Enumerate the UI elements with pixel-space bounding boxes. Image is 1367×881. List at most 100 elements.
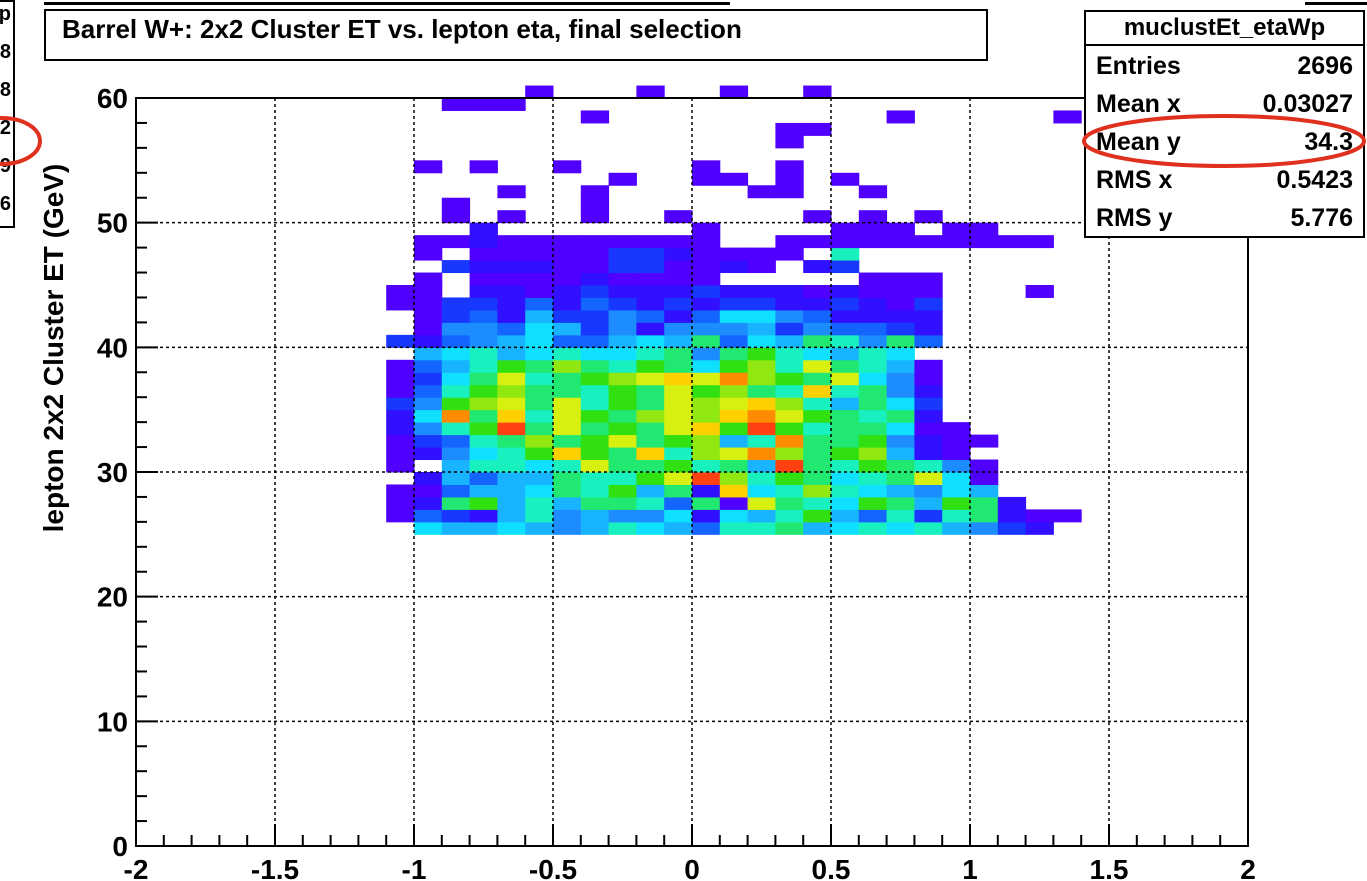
heatmap-cell [608,372,637,386]
heatmap-cell [914,285,943,298]
heatmap-cell [553,347,582,361]
heatmap-cell [803,235,832,249]
heatmap-cell [497,472,526,485]
heatmap-cell [414,384,443,398]
heatmap-cell [942,521,971,535]
heatmap-cell [858,496,888,510]
heatmap-cell [441,521,471,535]
heatmap-cell [692,447,721,461]
title-box [44,9,988,61]
heatmap-cell [803,85,832,99]
heatmap-cell [747,509,776,523]
heatmap-cell [831,521,860,535]
heatmap-cell [469,496,498,510]
heatmap-cell [636,285,665,298]
heatmap-cell [692,347,721,361]
heatmap-cell [580,422,610,436]
heatmap-cell [414,247,443,261]
heatmap-cell [525,484,554,498]
heatmap-cell [608,285,637,298]
heatmap-cell [386,372,415,386]
heatmap-cell [831,384,860,398]
heatmap-cell [553,372,582,386]
heatmap-cell [997,521,1027,535]
heatmap-cell [441,422,471,436]
heatmap-cell [803,409,832,423]
heatmap-cell [886,372,915,386]
heatmap-cell [525,397,554,411]
heatmap-cell [441,297,471,311]
heatmap-cell [497,484,526,498]
heatmap-cell [664,459,693,473]
heatmap-cell [553,322,582,336]
heatmap-cell [692,484,721,498]
heatmap-cell [914,459,943,473]
y-tick-label: 20 [97,582,128,613]
heatmap-cell [580,397,610,411]
heatmap-cell [608,297,637,311]
heatmap-cell [608,235,637,249]
heatmap-cell [525,235,554,249]
heatmap-cell [664,334,693,348]
heatmap-cell [1025,509,1054,523]
heatmap-cell [441,409,471,423]
heatmap-cell [803,509,832,523]
heatmap-cell [525,447,554,461]
heatmap-cell [719,459,749,473]
heatmap-cell [636,247,665,261]
heatmap-cell [580,235,610,249]
heatmap-cell [692,285,721,298]
heatmap-cell [803,496,832,510]
heatmap-cell [525,309,554,323]
heatmap-cell [441,372,471,386]
heatmap-cell [608,384,637,398]
heatmap-cell [803,422,832,436]
heatmap-cell [497,272,526,286]
heatmap-cell [719,372,749,386]
heatmap-cell [747,334,776,348]
heatmap-cell [719,422,749,436]
heatmap-cell [747,422,776,436]
heatmap-cell [886,459,915,473]
heatmap-cell [775,122,804,136]
heatmap-cell [386,459,415,473]
heatmap-cell [636,484,665,498]
heatmap-cell [497,447,526,461]
heatmap-cell [608,472,637,485]
heatmap-cell [803,285,832,298]
heatmap-cell [775,434,804,448]
title-top-line [44,2,730,5]
heatmap-cell [886,496,915,510]
heatmap-cell [553,272,582,286]
heatmap-cell [747,247,776,261]
heatmap-cell [1053,110,1082,124]
heatmap-cell [525,85,554,99]
heatmap-cell [580,347,610,361]
stat-row-rms-y: RMS y 5.776 [1096,200,1353,236]
heatmap-cell [747,309,776,323]
heatmap-cell [942,235,971,249]
heatmap-cell [831,484,860,498]
heatmap-cell [636,272,665,286]
heatmap-cell [580,521,610,535]
heatmap-cell [747,322,776,336]
heatmap-cell [469,359,498,373]
heatmap-cell [469,409,498,423]
heatmap-cell [747,384,776,398]
heatmap-cell [553,409,582,423]
heatmap-cell [441,359,471,373]
heatmap-cell [831,309,860,323]
heatmap-cell [441,447,471,461]
heatmap-cell [497,459,526,473]
heatmap-cell [914,484,943,498]
heatmap-cell [525,409,554,423]
heatmap-cell [719,521,749,535]
heatmap-cell [719,297,749,311]
heatmap-cell [831,509,860,523]
heatmap-cell [914,235,943,249]
heatmap-cell [636,459,665,473]
heatmap-cell [719,334,749,348]
heatmap-cell [692,397,721,411]
heatmap-cell [441,235,471,249]
x-tick-labels: -2 -1.5 -1 -0.5 0 0.5 1 1.5 2 [124,854,1256,881]
